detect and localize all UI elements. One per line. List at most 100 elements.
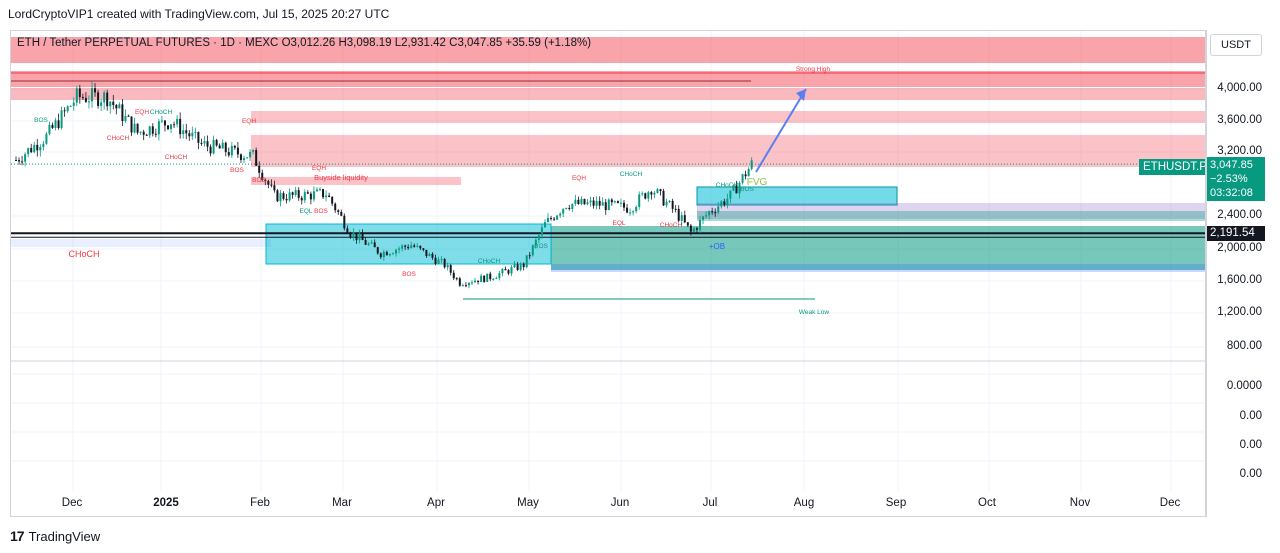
candle-body (443, 259, 446, 268)
candle-body (683, 215, 686, 223)
candle-body (656, 189, 659, 193)
candle-body (543, 222, 546, 228)
candle-body (191, 132, 194, 137)
candle-body (358, 233, 361, 241)
time-axis-label: Aug (793, 497, 815, 509)
candle-body (407, 246, 410, 249)
time-axis-label: Mar (332, 497, 352, 509)
candle-body (285, 198, 288, 201)
candle-body (328, 195, 331, 197)
candle-body (370, 242, 373, 244)
candle-body (109, 101, 112, 107)
last-price-price: 3,047.85 (1210, 159, 1253, 171)
candle-body (300, 197, 303, 201)
choch-label: CHoCH (68, 249, 99, 259)
candle-body (398, 248, 401, 250)
candle-body (45, 133, 48, 144)
strong-high-label: Strong High (796, 66, 831, 73)
candle-body (367, 243, 370, 245)
candle-body (665, 202, 668, 206)
candle-body (212, 139, 215, 154)
candle-body (705, 215, 708, 217)
candle-body (297, 190, 300, 198)
candle-body (334, 203, 337, 211)
candle-body (91, 88, 93, 102)
candle-body (449, 265, 452, 273)
candle-body (145, 134, 148, 136)
candle-body (629, 212, 632, 214)
candle-body (717, 206, 720, 213)
bearish-zone (11, 88, 1205, 100)
candle-body (142, 131, 145, 135)
candle-body (431, 253, 434, 258)
candle-body (689, 225, 692, 232)
candle-body (388, 253, 391, 256)
candle-body (565, 207, 568, 209)
candle-body (671, 200, 674, 209)
candle-body (483, 275, 486, 282)
price-axis-label: 2,400.00 (1217, 209, 1262, 221)
candle-body (276, 190, 279, 202)
candle-body (130, 116, 133, 133)
tradingview-logo[interactable]: 17 TradingView (10, 528, 100, 544)
candle-body (513, 264, 516, 268)
candle-body (75, 88, 78, 103)
candle-body (686, 222, 689, 226)
time-axis-label: Dec (61, 497, 83, 509)
candle-body (547, 217, 549, 223)
chart-pane[interactable]: BOS EQH CHoCH CHoCH CHoCH EQH BOS BOS EQH EQL BOS B… (10, 30, 1206, 517)
candle-body (233, 145, 236, 148)
price-axis[interactable]: 4,000.00 3,600.00 3,200.00 2,400.00 2,000.00… (1206, 30, 1280, 517)
candle-body (410, 245, 413, 249)
candle-body (78, 88, 81, 98)
candle-body (516, 264, 519, 270)
candle-body (619, 202, 622, 204)
smc-label: CHoCH (478, 258, 501, 265)
candle-body (36, 144, 39, 151)
buyside-liquidity-label: Buyside liquidity (314, 173, 368, 182)
candle-body (583, 198, 586, 205)
candle-body (97, 92, 100, 106)
candle-body (322, 189, 325, 198)
candle-body (224, 142, 227, 153)
candle-body (33, 144, 36, 153)
candle-body (112, 101, 115, 105)
candle-body (81, 97, 84, 99)
time-axis-label: Jul (702, 497, 718, 509)
ohlc-low: L2,931.42 (394, 37, 446, 49)
bearish-zone (11, 37, 1205, 63)
candle-body (507, 270, 510, 274)
candle-body (72, 102, 75, 106)
candle-body (243, 158, 245, 161)
candle-body (279, 193, 282, 202)
candle-body (732, 185, 735, 191)
time-axis-label: Jun (610, 497, 630, 509)
candle-body (66, 106, 69, 112)
candle-body (461, 285, 464, 287)
candle-body (24, 154, 27, 162)
candle-body (574, 199, 577, 204)
candle-body (170, 124, 173, 130)
currency-button[interactable]: USDT (1210, 34, 1262, 56)
candle-body (173, 124, 176, 126)
candle-body (519, 263, 522, 270)
time-axis-label: Oct (978, 497, 996, 509)
candle-body (610, 199, 613, 203)
candle-body (632, 211, 635, 213)
candle-body (291, 192, 294, 195)
candle-body (559, 213, 562, 216)
indicator-axis-label: 0.00 (1239, 439, 1262, 451)
candle-body (477, 280, 480, 283)
bearish-zone (251, 135, 1205, 155)
projection-arrow-head (796, 89, 806, 101)
indicator-axis-label: 0.00 (1239, 410, 1262, 422)
candle-body (562, 208, 565, 214)
candle-body (750, 160, 753, 169)
price-axis-label: 2,000.00 (1217, 242, 1262, 254)
candle-body (720, 201, 723, 207)
candle-body (452, 272, 455, 279)
candle-body (215, 139, 218, 146)
candle-body (416, 245, 419, 247)
candle-body (714, 212, 717, 214)
